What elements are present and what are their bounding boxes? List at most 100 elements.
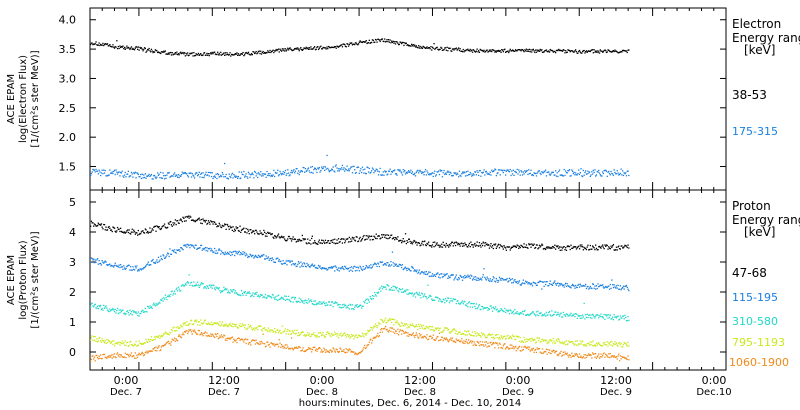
data-point bbox=[564, 249, 566, 251]
data-point bbox=[163, 255, 165, 257]
data-point bbox=[276, 295, 278, 297]
data-point bbox=[431, 246, 433, 248]
data-point bbox=[516, 311, 518, 313]
data-point bbox=[404, 266, 407, 268]
data-point bbox=[464, 342, 466, 344]
data-point bbox=[398, 44, 400, 46]
data-point bbox=[334, 265, 337, 267]
data-point bbox=[467, 274, 469, 276]
data-point bbox=[290, 49, 293, 51]
data-point bbox=[448, 331, 451, 333]
data-point bbox=[596, 249, 598, 251]
data-point bbox=[502, 171, 504, 174]
data-point bbox=[160, 257, 163, 260]
data-point bbox=[616, 287, 618, 289]
data-point bbox=[184, 55, 186, 57]
data-point bbox=[621, 317, 623, 319]
data-point bbox=[162, 51, 164, 53]
data-point bbox=[103, 224, 106, 226]
data-point bbox=[515, 335, 517, 337]
data-point bbox=[208, 248, 210, 250]
data-point bbox=[511, 50, 513, 52]
data-point bbox=[367, 237, 370, 239]
data-point bbox=[202, 283, 204, 285]
data-point bbox=[465, 244, 467, 246]
data-point bbox=[420, 272, 422, 274]
data-point bbox=[621, 287, 623, 289]
data-point bbox=[153, 174, 156, 177]
legend-title: [keV] bbox=[744, 43, 775, 57]
data-point bbox=[361, 268, 363, 270]
data-point bbox=[304, 350, 306, 352]
data-point bbox=[321, 302, 323, 305]
data-point bbox=[331, 301, 333, 303]
data-point bbox=[614, 49, 616, 51]
data-point bbox=[608, 246, 610, 248]
data-point bbox=[580, 355, 582, 357]
data-point bbox=[453, 298, 455, 300]
data-point bbox=[321, 351, 323, 353]
data-point bbox=[441, 331, 443, 333]
data-point bbox=[375, 39, 377, 41]
data-point bbox=[315, 336, 317, 338]
data-point bbox=[423, 273, 425, 275]
data-point bbox=[531, 174, 533, 176]
data-point bbox=[530, 312, 532, 315]
data-point bbox=[126, 310, 128, 312]
data-point bbox=[541, 49, 543, 51]
data-point bbox=[103, 223, 105, 226]
data-point bbox=[108, 310, 110, 313]
data-point bbox=[387, 39, 390, 41]
data-point bbox=[377, 170, 379, 172]
data-point bbox=[447, 340, 449, 342]
data-point bbox=[575, 172, 577, 174]
data-point bbox=[178, 54, 180, 56]
data-point bbox=[254, 233, 256, 235]
data-point bbox=[123, 344, 126, 346]
data-point bbox=[317, 46, 319, 48]
data-point bbox=[506, 346, 508, 348]
data-point bbox=[198, 217, 200, 219]
data-point bbox=[605, 245, 607, 247]
data-point bbox=[311, 333, 313, 336]
data-point bbox=[195, 321, 197, 323]
data-point bbox=[386, 328, 388, 330]
data-point bbox=[428, 296, 430, 299]
data-point bbox=[190, 219, 193, 221]
data-point bbox=[336, 349, 338, 351]
data-point bbox=[570, 312, 572, 314]
data-point bbox=[286, 330, 288, 332]
data-point bbox=[416, 325, 418, 328]
data-point bbox=[411, 172, 413, 174]
data-point bbox=[404, 42, 407, 45]
data-point bbox=[381, 174, 383, 176]
data-point bbox=[267, 231, 269, 233]
data-point bbox=[178, 222, 180, 224]
data-point bbox=[139, 46, 141, 49]
data-point bbox=[201, 333, 203, 335]
data-point bbox=[180, 218, 182, 220]
data-point bbox=[112, 354, 114, 356]
data-point bbox=[412, 295, 414, 297]
data-point bbox=[495, 281, 497, 283]
data-point bbox=[365, 347, 367, 349]
data-point bbox=[344, 45, 347, 47]
data-point bbox=[247, 343, 250, 345]
data-point bbox=[543, 51, 545, 53]
data-point bbox=[331, 169, 333, 171]
data-point bbox=[601, 316, 603, 318]
data-point bbox=[327, 350, 329, 352]
data-point bbox=[589, 50, 591, 53]
data-point bbox=[525, 50, 527, 52]
data-point bbox=[374, 323, 377, 325]
data-point bbox=[483, 345, 485, 347]
data-point bbox=[338, 306, 340, 308]
data-point bbox=[215, 250, 217, 252]
data-point bbox=[111, 309, 113, 311]
data-point bbox=[575, 49, 577, 51]
data-point bbox=[575, 313, 578, 315]
data-point bbox=[285, 333, 287, 335]
data-point bbox=[451, 274, 453, 276]
data-point bbox=[468, 173, 471, 176]
data-point bbox=[294, 347, 296, 349]
